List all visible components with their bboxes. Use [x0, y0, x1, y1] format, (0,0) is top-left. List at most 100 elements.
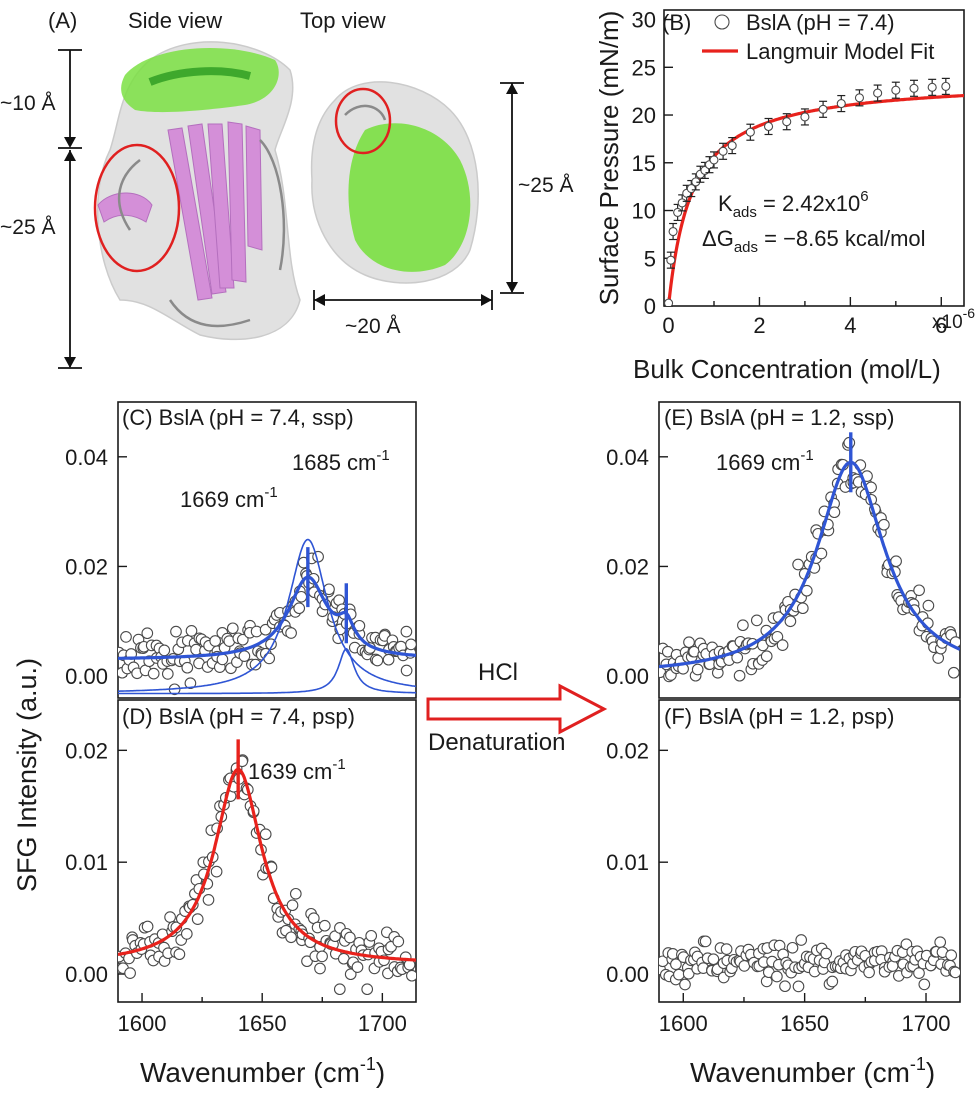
b-data-point — [854, 93, 865, 103]
c-data-point — [141, 627, 154, 640]
e-data-point — [784, 615, 797, 628]
panel-b-frame — [663, 9, 965, 307]
f-data-point — [779, 980, 791, 993]
panel-d-xlabel-end: ) — [376, 1057, 385, 1088]
f-ytick-label: 0.02 — [606, 738, 649, 763]
e-data-point — [947, 666, 960, 679]
f-data-point — [826, 975, 839, 988]
f-data-point — [786, 941, 799, 954]
d-data-point — [289, 887, 302, 900]
peak-label-d-1639: 1639 cm-1 — [248, 756, 346, 784]
f-data-point — [795, 934, 808, 946]
e-data-point — [890, 555, 902, 568]
b-data-point — [668, 226, 678, 237]
c-data-point — [405, 638, 416, 651]
panel-b-title: (B) — [662, 10, 691, 35]
f-data-point — [682, 967, 695, 980]
c-data-point — [293, 602, 306, 615]
d-data-point — [173, 948, 186, 961]
d-data-point — [180, 928, 193, 940]
panel-d: 0.00 0.01 0.02 1600 1650 1700 (D) BslA (pH = … — [65, 699, 417, 1088]
d-data-point — [259, 828, 272, 841]
b-data-point — [818, 104, 828, 114]
e-data-point — [776, 639, 789, 651]
d-data-point — [392, 935, 405, 948]
panel-b-ylabel: Surface Pressure (mN/m) — [594, 11, 624, 306]
f-data-point — [720, 943, 733, 955]
arrow-label-denaturation: Denaturation — [428, 729, 565, 756]
dg-symbol: ΔG — [702, 226, 734, 251]
d-xtick-label: 1700 — [358, 1011, 407, 1036]
panel-b: 0 5 10 15 20 25 30 0 2 4 6 (B) BslA (pH = 7.4) La… — [594, 8, 975, 384]
dimension-20: ~20 Å — [313, 290, 493, 338]
side-view-green-strand — [148, 67, 252, 86]
dimension-10: ~10 Å — [0, 49, 82, 149]
panel-f-ticks: 0.00 0.01 0.02 1600 1650 1700 — [606, 738, 950, 1036]
c-data-point — [185, 625, 198, 637]
panel-d-ticks: 0.00 0.01 0.02 1600 1650 1700 — [65, 738, 407, 1036]
e-data-point — [683, 636, 695, 649]
f-data-point — [934, 936, 947, 949]
d-data-point — [365, 929, 378, 942]
panel-c-title: (C) BslA (pH = 7.4, ssp) — [122, 405, 354, 430]
panel-e-title: (E) BslA (pH = 1.2, ssp) — [664, 405, 894, 430]
dimension-25-right: ~25 Å — [500, 82, 573, 294]
e-data-point — [792, 558, 804, 571]
c-data-point — [238, 650, 251, 662]
d-data-point — [314, 962, 326, 975]
peak-label-c-1685-text: 1685 cm — [292, 450, 376, 475]
e-ytick-label: 0.04 — [606, 445, 649, 470]
b-ytick-label: 20 — [632, 103, 656, 128]
c-data-point — [263, 652, 276, 665]
d-data-point — [141, 920, 154, 933]
c-fit-line — [118, 575, 416, 660]
f-data-point — [945, 949, 958, 962]
d-ytick-label: 0.00 — [65, 962, 108, 987]
b-x-multiplier-base: x10 — [932, 312, 963, 333]
f-data-point — [679, 978, 691, 991]
panel-f-xlabel-text: Wavenumber (cm — [690, 1057, 910, 1088]
d-data-point — [318, 919, 331, 932]
b-ytick-label: 30 — [632, 8, 656, 33]
b-x-multiplier-exp: -6 — [963, 305, 976, 321]
c-data-point — [170, 625, 182, 638]
legend-label-data: BslA (pH = 7.4) — [746, 10, 895, 35]
c-data-point — [285, 627, 297, 639]
f-ytick-label: 0.01 — [606, 850, 649, 875]
top-view-protein — [310, 81, 479, 284]
d-ytick-label: 0.01 — [65, 850, 108, 875]
d-data-point — [406, 969, 416, 982]
b-xtick-label: 0 — [662, 313, 674, 338]
f-data-point — [863, 966, 875, 979]
f-xtick-label: 1600 — [659, 1011, 708, 1036]
f-data-point — [820, 947, 833, 960]
kads-value: = 2.42x10 — [757, 191, 860, 216]
c-data-point — [120, 631, 132, 643]
f-data-point — [913, 967, 925, 979]
c-data-point — [236, 633, 249, 646]
peak-label-c-1669-sup: -1 — [264, 484, 277, 501]
top-view-highlight-circle — [334, 87, 392, 155]
d-data-point — [202, 894, 215, 906]
panel-a-label: (A) — [48, 8, 77, 33]
c-ytick-label: 0.00 — [65, 664, 108, 689]
f-data-point — [707, 953, 720, 966]
dim-25-left-label: ~25 Å — [0, 216, 55, 239]
b-ytick-label: 0 — [644, 294, 656, 319]
c-data-point — [226, 622, 239, 635]
b-data-point — [873, 88, 883, 98]
b-data-point — [709, 155, 719, 165]
panel-b-plot-area — [664, 77, 964, 306]
panel-d-frame — [117, 699, 417, 1003]
dim-25-right-label: ~25 Å — [518, 174, 573, 197]
f-data-point — [918, 978, 931, 991]
c-component-1685 — [118, 647, 416, 695]
dg-sub: ads — [734, 239, 758, 256]
b-data-point — [891, 85, 901, 95]
panel-f-xlabel-sup: -1 — [910, 1054, 926, 1074]
d-xtick-label: 1600 — [118, 1011, 167, 1036]
f-data-point — [673, 968, 685, 981]
e-ytick-label: 0.00 — [606, 664, 649, 689]
panel-c-yticks: 0.00 0.02 0.04 — [65, 445, 127, 689]
